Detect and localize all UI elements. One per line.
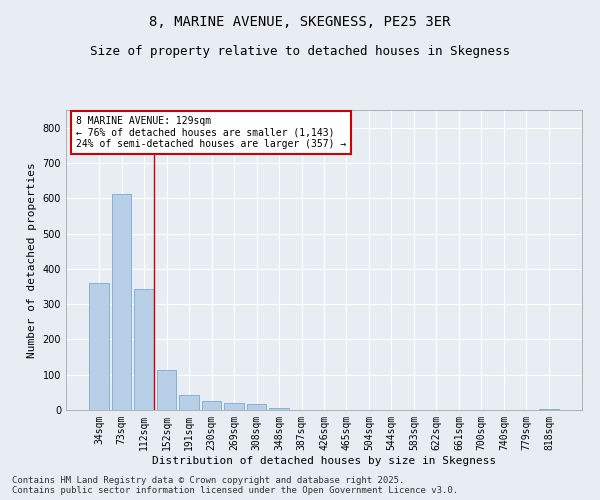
Text: 8, MARINE AVENUE, SKEGNESS, PE25 3ER: 8, MARINE AVENUE, SKEGNESS, PE25 3ER (149, 15, 451, 29)
Y-axis label: Number of detached properties: Number of detached properties (27, 162, 37, 358)
Bar (179, 395, 199, 410)
Bar (269, 408, 289, 410)
Bar (157, 370, 176, 410)
Bar (89, 283, 109, 410)
Bar (112, 194, 131, 410)
Text: Contains HM Land Registry data © Crown copyright and database right 2025.
Contai: Contains HM Land Registry data © Crown c… (12, 476, 458, 495)
X-axis label: Distribution of detached houses by size in Skegness: Distribution of detached houses by size … (152, 456, 496, 466)
Bar (247, 404, 266, 410)
Bar (202, 401, 221, 410)
Bar (134, 289, 154, 410)
Text: 8 MARINE AVENUE: 129sqm
← 76% of detached houses are smaller (1,143)
24% of semi: 8 MARINE AVENUE: 129sqm ← 76% of detache… (76, 116, 347, 149)
Text: Size of property relative to detached houses in Skegness: Size of property relative to detached ho… (90, 45, 510, 58)
Bar (224, 403, 244, 410)
